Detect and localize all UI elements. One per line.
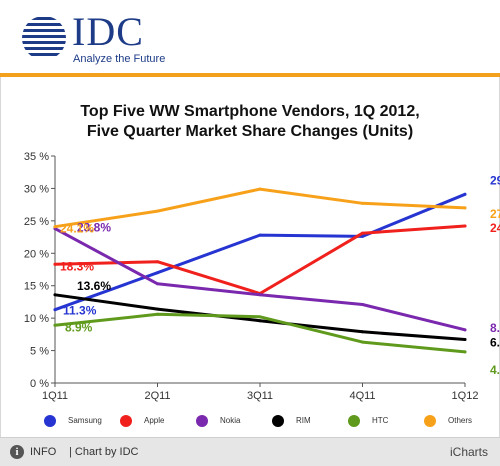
legend-label: RIM (296, 416, 311, 425)
y-tick-label: 0 % (30, 378, 49, 390)
footer-bar: i INFO | Chart by IDC iCharts (0, 437, 500, 466)
data-point-htc (156, 312, 159, 316)
data-point-htc (53, 323, 57, 327)
start-label-nokia: 23.8% (77, 221, 111, 235)
data-point-others (258, 187, 262, 191)
legend-swatch (424, 415, 436, 427)
legend-label: HTC (372, 416, 389, 425)
info-icon[interactable]: i (10, 445, 24, 459)
legend-label: Others (448, 416, 473, 425)
y-tick-label: 30 % (24, 183, 49, 195)
end-label-htc: 4.8% (490, 363, 500, 377)
end-label-nokia: 8.2% (490, 321, 500, 335)
data-point-samsung (258, 233, 262, 237)
start-label-htc: 8.9% (65, 320, 93, 334)
chart-legend: Samsung Apple Nokia RIM HTC Others (44, 414, 472, 428)
data-point-apple (463, 224, 467, 228)
idc-tagline: Analyze the Future (73, 53, 166, 65)
legend-swatch (120, 415, 132, 427)
start-label-samsung: 11.3% (63, 304, 97, 318)
start-label-apple: 18.3% (60, 259, 94, 273)
legend-label: Nokia (220, 416, 241, 425)
y-tick-label: 10 % (24, 313, 49, 325)
data-point-others (361, 201, 364, 205)
data-point-apple (53, 262, 57, 266)
legend-label: Apple (144, 416, 165, 425)
data-point-samsung (361, 234, 364, 238)
y-tick-label: 35 % (24, 151, 49, 163)
data-point-samsung (53, 308, 57, 312)
info-link[interactable]: INFO (30, 446, 57, 458)
data-point-samsung (463, 192, 467, 196)
legend-swatch (196, 415, 208, 427)
data-point-others (156, 209, 159, 213)
data-point-others (53, 225, 57, 229)
end-label-samsung: 29.1% (490, 173, 500, 187)
y-tick-label: 15 % (24, 281, 49, 293)
header-divider (0, 73, 500, 77)
legend-swatch (272, 415, 284, 427)
x-tick-label: 4Q11 (349, 390, 375, 402)
data-point-nokia (361, 303, 364, 307)
legend-swatch (44, 415, 56, 427)
x-tick-label: 1Q12 (452, 390, 479, 402)
chart-panel (0, 77, 500, 437)
data-point-nokia (258, 293, 262, 297)
start-label-rim: 13.6% (77, 279, 111, 293)
header: IDC Analyze the Future (0, 0, 500, 77)
y-tick-label: 25 % (24, 216, 49, 228)
x-tick-label: 2Q11 (144, 390, 170, 402)
data-point-rim (361, 330, 364, 334)
data-point-htc (258, 315, 262, 319)
legend-swatch (348, 415, 360, 427)
x-tick-label: 3Q11 (247, 390, 273, 402)
chart-subtitle: Five Quarter Market Share Changes (Units… (86, 123, 414, 140)
line-chart: 0 % 5 % 10 % 15 % 20 % 25 % 30 % 35 % 1Q11 2Q11 3Q… (24, 151, 500, 402)
chart-by-credit: | Chart by IDC (69, 446, 139, 458)
legend-label: Samsung (68, 416, 102, 425)
data-point-nokia (463, 328, 467, 332)
data-point-htc (361, 340, 364, 344)
data-point-rim (156, 307, 159, 311)
data-point-apple (156, 260, 159, 264)
icharts-brand[interactable]: iCharts (449, 445, 488, 459)
data-point-htc (463, 350, 467, 354)
data-point-apple (361, 231, 364, 235)
start-label-others: 24.1% (60, 222, 94, 236)
idc-globe-icon (22, 17, 66, 56)
data-point-rim (53, 293, 57, 297)
x-tick-label: 1Q11 (42, 390, 68, 402)
series-line-nokia (53, 227, 467, 332)
data-point-samsung (156, 271, 159, 275)
data-point-others (463, 206, 467, 210)
y-tick-label: 5 % (30, 346, 49, 358)
y-tick-label: 20 % (24, 248, 49, 260)
data-point-rim (463, 338, 467, 342)
data-point-nokia (156, 282, 159, 286)
data-point-rim (258, 319, 262, 323)
end-label-others: 27.0% (490, 207, 500, 221)
end-label-rim: 6.7% (490, 336, 500, 350)
end-label-apple: 24.2% (490, 221, 500, 235)
chart-title: Top Five WW Smartphone Vendors, 1Q 2012, (80, 103, 420, 120)
idc-logo-text: IDC (72, 9, 144, 54)
